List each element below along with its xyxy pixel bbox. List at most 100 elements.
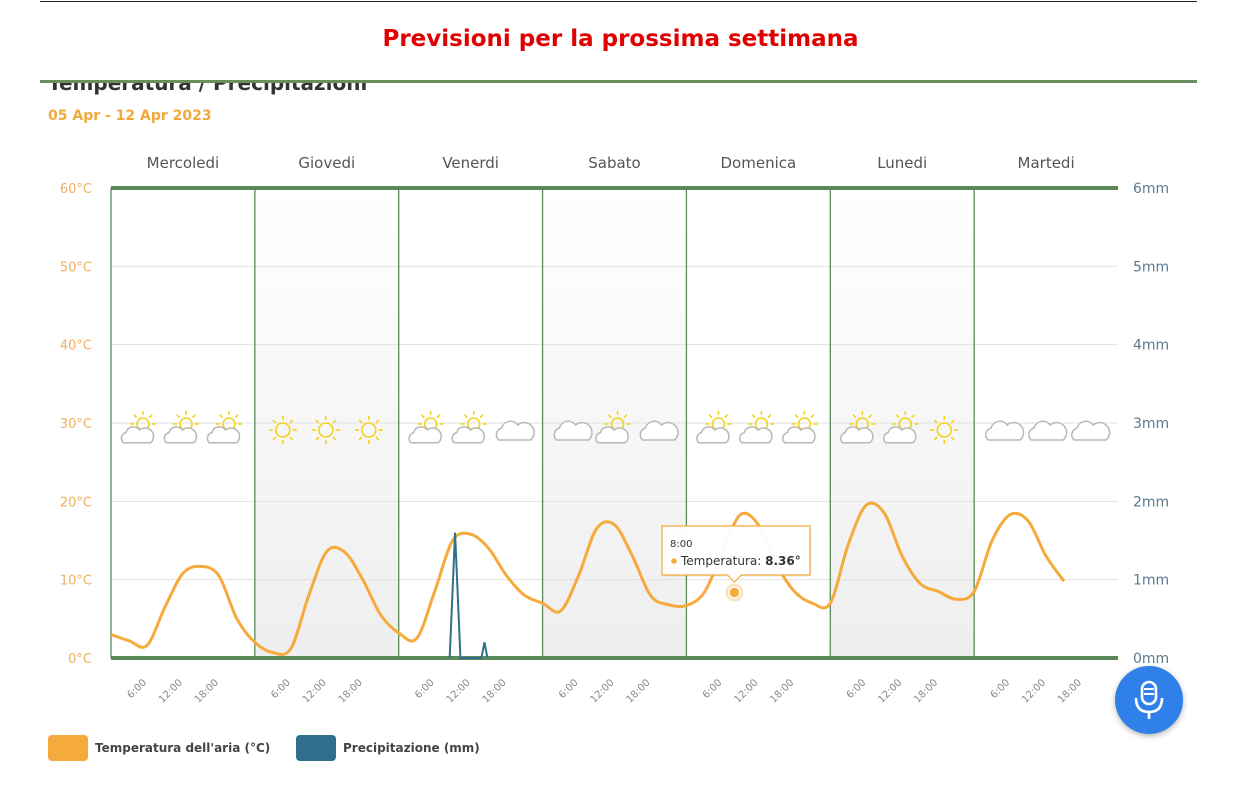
hour-tick-label: 6:00 bbox=[557, 677, 581, 701]
cloud-shape bbox=[120, 426, 155, 444]
tooltip-series-label: Temperatura: bbox=[680, 554, 765, 568]
cloud-shape bbox=[739, 426, 773, 444]
hour-tick-label: 6:00 bbox=[413, 677, 437, 701]
partly-cloudy-icon bbox=[163, 411, 199, 444]
chart-title-clip: Temperatura / Precipitazioni bbox=[40, 83, 440, 99]
day-label: Venerdi bbox=[442, 154, 499, 172]
sun-ray bbox=[479, 414, 484, 419]
sun-ray bbox=[289, 419, 294, 424]
hour-tick-label: 18:00 bbox=[624, 677, 652, 705]
hour-tick-label: 12:00 bbox=[732, 677, 760, 705]
sun-ray bbox=[623, 414, 628, 419]
cloud-shape bbox=[495, 420, 535, 441]
sun-ray bbox=[375, 436, 380, 441]
hour-tick-label: 18:00 bbox=[912, 677, 940, 705]
day-label: Martedi bbox=[1018, 154, 1075, 172]
sun-core bbox=[275, 422, 291, 438]
sun-ray bbox=[607, 414, 612, 419]
day-label: Mercoledi bbox=[147, 154, 220, 172]
sun-ray bbox=[272, 419, 277, 424]
header-rule bbox=[40, 80, 1197, 83]
sun-ray bbox=[950, 436, 955, 441]
partly-cloudy-icon bbox=[739, 411, 775, 444]
sun-ray bbox=[933, 419, 938, 424]
y-left-tick-label: 40°C bbox=[60, 339, 92, 354]
page-heading: Previsioni per la prossima settimana bbox=[382, 26, 859, 52]
tooltip: 8:00 Temperatura: 8.36° bbox=[661, 525, 812, 583]
hour-tick-label: 12:00 bbox=[301, 677, 329, 705]
y-right-tick-label: 5mm bbox=[1133, 259, 1169, 275]
sun-ray bbox=[895, 414, 900, 419]
y-right-tick-label: 1mm bbox=[1133, 573, 1169, 589]
cloud-icon bbox=[1028, 420, 1068, 441]
partly-cloudy-icon bbox=[451, 411, 487, 444]
hover-point bbox=[728, 586, 741, 599]
y-left-tick-label: 50°C bbox=[60, 260, 92, 275]
top-divider bbox=[40, 1, 1197, 2]
cloud-shape bbox=[696, 426, 730, 444]
cloud-shape bbox=[985, 420, 1025, 441]
sun-core bbox=[318, 422, 334, 438]
y-right-tick-label: 4mm bbox=[1133, 338, 1169, 354]
tooltip-text: Temperatura: 8.36° bbox=[680, 554, 801, 568]
hour-tick-label: 12:00 bbox=[1020, 677, 1048, 705]
day-label: Domenica bbox=[721, 154, 797, 172]
hour-tick-label: 6:00 bbox=[701, 677, 725, 701]
sun-ray bbox=[234, 414, 239, 419]
cloud-shape bbox=[782, 426, 816, 444]
voice-assistant-button[interactable] bbox=[1115, 666, 1183, 734]
cloud-shape bbox=[639, 420, 679, 441]
cloud-shape bbox=[163, 426, 198, 444]
cloud-shape bbox=[1028, 420, 1068, 441]
cloud-shape bbox=[595, 426, 629, 444]
hour-tick-label: 18:00 bbox=[481, 677, 509, 705]
series-line-precipitation bbox=[448, 532, 489, 659]
sun-ray bbox=[794, 414, 799, 419]
hour-tick-label: 18:00 bbox=[1056, 677, 1084, 705]
sun-ray bbox=[332, 436, 337, 441]
partly-cloudy-icon bbox=[120, 411, 156, 444]
y-left-tick-label: 20°C bbox=[60, 495, 92, 510]
sun-ray bbox=[315, 419, 320, 424]
partly-cloudy-icon bbox=[782, 411, 818, 444]
cloud-icon bbox=[985, 420, 1025, 441]
cloud-shape bbox=[451, 426, 485, 444]
hour-tick-label: 6:00 bbox=[845, 677, 869, 701]
hour-tick-label: 6:00 bbox=[269, 677, 293, 701]
partly-cloudy-icon bbox=[595, 411, 631, 444]
cloud-icon bbox=[495, 420, 535, 441]
hour-tick-label: 12:00 bbox=[876, 677, 904, 705]
sun-ray bbox=[810, 414, 815, 419]
sun-ray bbox=[358, 419, 363, 424]
legend-item-precipitation[interactable]: Precipitazione (mm) bbox=[296, 735, 480, 761]
y-right-tick-label: 6mm bbox=[1133, 181, 1169, 197]
sun-ray bbox=[724, 414, 729, 419]
cloud-icon bbox=[1071, 420, 1111, 441]
sun-ray bbox=[289, 436, 294, 441]
legend-swatch-temperature bbox=[48, 735, 88, 761]
cloud-shape bbox=[206, 426, 241, 444]
hour-tick-label: 6:00 bbox=[125, 677, 149, 701]
y-right-tick-label: 0mm bbox=[1133, 651, 1169, 667]
sun-icon bbox=[930, 416, 959, 444]
sun-ray bbox=[911, 414, 916, 419]
cloud-shape bbox=[1071, 420, 1111, 441]
sun-ray bbox=[420, 414, 425, 419]
temperature-precipitation-chart: 0°C 10°C 20°C 30°C 40°C 50°C 60°C 0mm 1mm 2mm 3mm 4… bbox=[60, 154, 1169, 706]
y-left-tick-label: 10°C bbox=[60, 574, 92, 589]
sun-ray bbox=[463, 414, 468, 419]
sun-ray bbox=[933, 436, 938, 441]
series-line-temperature bbox=[110, 501, 1066, 657]
sun-icon bbox=[354, 416, 383, 444]
sun-ray bbox=[767, 414, 772, 419]
partly-cloudy-icon bbox=[839, 411, 876, 444]
hour-tick-label: 18:00 bbox=[768, 677, 796, 705]
date-range: 05 Apr - 12 Apr 2023 bbox=[48, 108, 212, 124]
legend-item-temperature[interactable]: Temperatura dell'aria (°C) bbox=[48, 735, 270, 761]
hour-tick-label: 12:00 bbox=[157, 677, 185, 705]
sun-ray bbox=[191, 414, 196, 419]
cloud-icon bbox=[639, 420, 679, 441]
sun-ray bbox=[133, 414, 138, 419]
sun-ray bbox=[358, 436, 363, 441]
sun-icon bbox=[268, 416, 297, 444]
